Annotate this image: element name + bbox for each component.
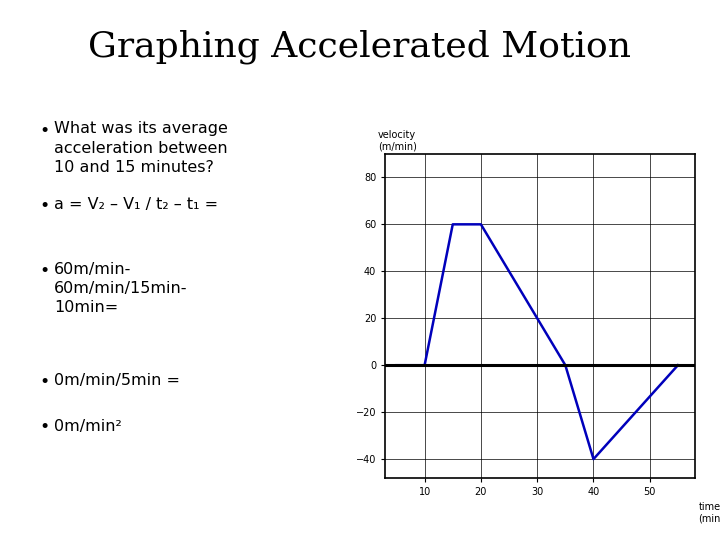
Text: •: •: [40, 262, 50, 280]
Text: •: •: [40, 373, 50, 390]
Text: 0m/min²: 0m/min²: [54, 418, 122, 434]
Text: •: •: [40, 197, 50, 215]
Text: •: •: [40, 418, 50, 436]
Text: Graphing Accelerated Motion: Graphing Accelerated Motion: [89, 30, 631, 64]
Text: •: •: [40, 122, 50, 139]
Text: 60m/min-
60m/min/15min-
10min=: 60m/min- 60m/min/15min- 10min=: [54, 262, 187, 315]
Text: a = V₂ – V₁ / t₂ – t₁ =: a = V₂ – V₁ / t₂ – t₁ =: [54, 197, 218, 212]
Text: What was its average
acceleration between
10 and 15 minutes?: What was its average acceleration betwee…: [54, 122, 228, 175]
Text: time
(min): time (min): [698, 502, 720, 524]
Text: 0m/min/5min =: 0m/min/5min =: [54, 373, 180, 388]
Text: velocity
(m/min): velocity (m/min): [378, 130, 417, 151]
